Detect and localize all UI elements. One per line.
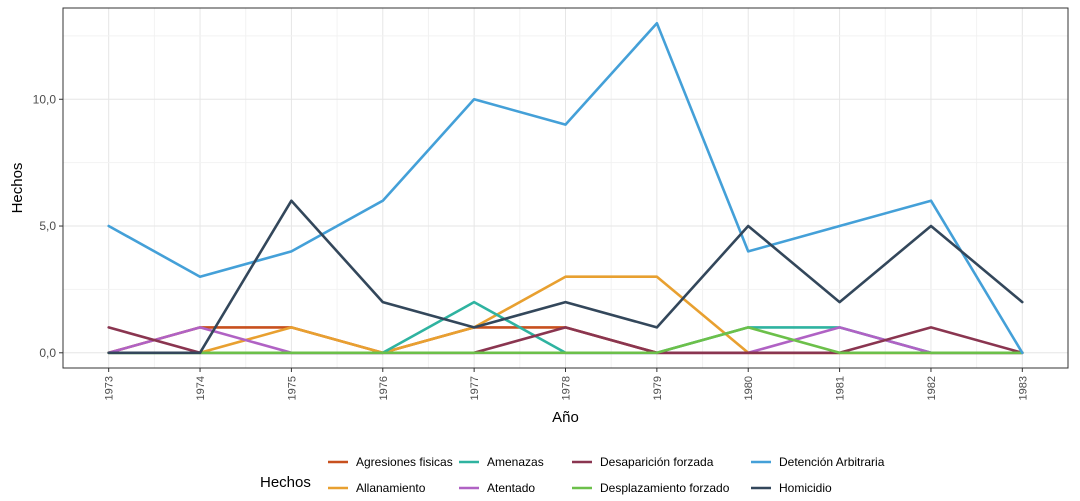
y-tick-label: 10,0: [33, 92, 57, 106]
x-tick-label: 1977: [469, 376, 481, 400]
x-tick-label: 1982: [926, 376, 938, 400]
legend-item: Detención Arbitraria: [751, 455, 885, 469]
legend-label: Atentado: [487, 481, 535, 495]
x-tick-label: 1976: [378, 376, 390, 400]
x-axis: 1973 1974 1975 1976 1977 1978 1979 1980 1981 1982…: [104, 368, 1029, 400]
series-line-homicidio: [107, 199, 1024, 355]
legend-label: Amenazas: [487, 455, 544, 469]
y-tick-label: 0,0: [39, 346, 56, 360]
x-axis-title: Año: [552, 409, 579, 426]
x-tick-label: 1974: [195, 376, 207, 400]
legend-item: Desplazamiento forzado: [572, 481, 730, 495]
series-lines: [107, 21, 1024, 355]
legend: Hechos Agresiones fisicas Allanamiento Ame…: [260, 455, 885, 495]
legend-item: Agresiones fisicas: [328, 455, 453, 469]
legend-label: Detención Arbitraria: [779, 455, 885, 469]
y-tick-label: 5,0: [39, 219, 56, 233]
x-tick-label: 1973: [104, 376, 116, 400]
x-tick-label: 1983: [1017, 376, 1029, 400]
x-tick-label: 1980: [743, 376, 755, 400]
x-tick-label: 1979: [652, 376, 664, 400]
legend-item: Atentado: [459, 481, 535, 495]
series-line-detenci-n-arbitraria: [107, 21, 1024, 355]
series-line-desplazamiento-forzado: [107, 326, 1024, 355]
x-tick-label: 1981: [835, 376, 847, 400]
y-axis: 0,0 5,0 10,0: [33, 92, 63, 360]
y-axis-title: Hechos: [9, 163, 26, 214]
legend-label: Homicidio: [779, 481, 832, 495]
legend-label: Allanamiento: [356, 481, 426, 495]
legend-label: Desaparición forzada: [600, 455, 714, 469]
legend-label: Agresiones fisicas: [356, 455, 453, 469]
legend-item: Desaparición forzada: [572, 455, 714, 469]
legend-title: Hechos: [260, 474, 311, 491]
x-tick-label: 1975: [286, 376, 298, 400]
legend-label: Desplazamiento forzado: [600, 481, 730, 495]
legend-item: Amenazas: [459, 455, 544, 469]
legend-item: Allanamiento: [328, 481, 426, 495]
x-tick-label: 1978: [561, 376, 573, 400]
legend-item: Homicidio: [751, 481, 832, 495]
grid-lines: [63, 8, 1068, 368]
